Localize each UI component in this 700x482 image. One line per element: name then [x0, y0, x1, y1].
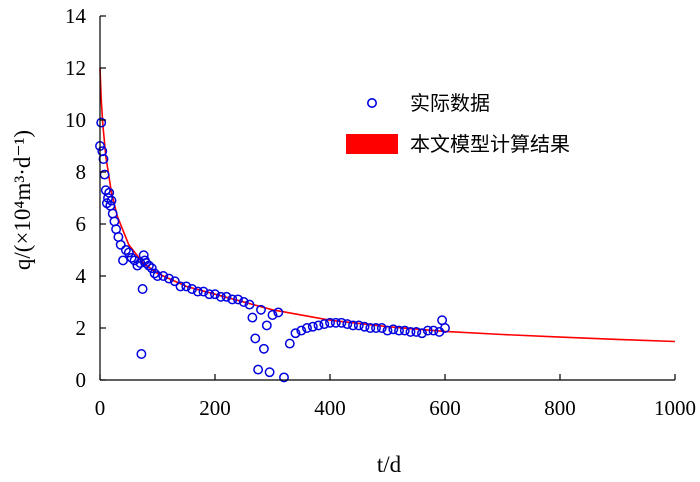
data-point [107, 208, 118, 219]
tick-labels: 0 2 4 6 8 10 12 14 0 200 400 600 800 1000 [65, 4, 696, 420]
data-point [233, 294, 243, 305]
legend-label-actual-data: 实际数据 [410, 91, 490, 115]
data-point [109, 216, 120, 227]
data-point [253, 364, 264, 375]
data-point [204, 289, 215, 300]
data-point [129, 255, 140, 266]
data-point [290, 328, 301, 339]
data-point [120, 245, 131, 255]
x-tick-label: 0 [95, 396, 106, 420]
x-tick-label: 800 [544, 396, 576, 420]
y-tick-label: 12 [65, 56, 86, 80]
data-point [250, 333, 261, 344]
data-point [365, 323, 376, 333]
series-line-model [99, 67, 676, 343]
data-point [313, 320, 324, 331]
data-point [115, 239, 126, 250]
axes [99, 15, 676, 381]
data-point [422, 325, 433, 336]
data-point [106, 195, 117, 206]
data-point [152, 271, 163, 281]
data-point [221, 291, 232, 302]
data-point [302, 323, 312, 333]
legend-swatch-model [346, 134, 398, 154]
legend: 实际数据 本文模型计算结果 [346, 91, 570, 156]
y-tick-label: 6 [76, 212, 87, 236]
data-point [330, 317, 341, 328]
x-axis-label: t/d [377, 452, 402, 477]
data-point [348, 320, 358, 331]
data-point [132, 260, 143, 271]
data-point [258, 343, 269, 354]
data-point [192, 286, 203, 297]
plot-area [95, 67, 676, 383]
data-point [353, 320, 364, 331]
data-point [227, 294, 238, 305]
data-point [411, 326, 422, 337]
x-tick-label: 200 [199, 396, 231, 420]
data-point [164, 273, 174, 284]
data-point [256, 304, 266, 315]
data-point [376, 323, 387, 333]
data-point [198, 286, 209, 297]
y-tick-label: 0 [76, 368, 87, 392]
data-point [118, 255, 128, 266]
data-point [143, 260, 154, 271]
data-point [336, 317, 347, 328]
y-tick-label: 8 [76, 160, 87, 184]
data-point [261, 320, 272, 331]
data-point [149, 268, 160, 279]
data-point [279, 372, 289, 383]
data-point [215, 291, 226, 302]
x-tick-label: 1000 [654, 396, 696, 420]
data-point [126, 252, 137, 263]
data-point [319, 319, 330, 330]
data-point [210, 289, 220, 300]
legend-marker-actual-data [366, 98, 377, 109]
data-point [399, 325, 410, 336]
y-tick-label: 10 [65, 108, 86, 132]
data-point [244, 299, 255, 310]
data-point [296, 325, 307, 336]
data-point [141, 258, 151, 268]
data-point [98, 154, 109, 164]
y-axis-label: q/(×10⁴m³·d⁻¹) [10, 130, 35, 270]
data-point [359, 321, 370, 332]
y-tick-label: 2 [76, 316, 87, 340]
data-point [342, 319, 353, 330]
data-point [273, 307, 284, 318]
data-point [405, 326, 416, 337]
data-point [247, 312, 258, 323]
data-point [238, 297, 249, 307]
data-point [169, 276, 180, 287]
data-point [187, 284, 197, 294]
data-point [284, 338, 295, 349]
data-point [137, 284, 148, 294]
data-point [417, 328, 427, 339]
data-point [382, 325, 393, 336]
y-tick-label: 14 [65, 4, 87, 28]
data-point [267, 310, 278, 320]
data-point [307, 321, 318, 332]
data-point [123, 247, 134, 258]
data-point [136, 349, 147, 359]
data-point [371, 323, 381, 333]
data-point [146, 263, 157, 274]
y-tick-label: 4 [76, 264, 87, 288]
data-point [440, 323, 450, 333]
data-point [96, 117, 107, 128]
legend-label-model: 本文模型计算结果 [410, 132, 570, 156]
data-point [325, 317, 335, 328]
x-tick-label: 400 [314, 396, 346, 420]
data-point [158, 271, 169, 281]
data-point [264, 367, 275, 378]
data-point [181, 281, 192, 292]
data-point [388, 324, 399, 335]
data-point [175, 281, 186, 292]
data-point [394, 325, 404, 336]
data-point [428, 325, 439, 336]
x-tick-label: 600 [429, 396, 461, 420]
